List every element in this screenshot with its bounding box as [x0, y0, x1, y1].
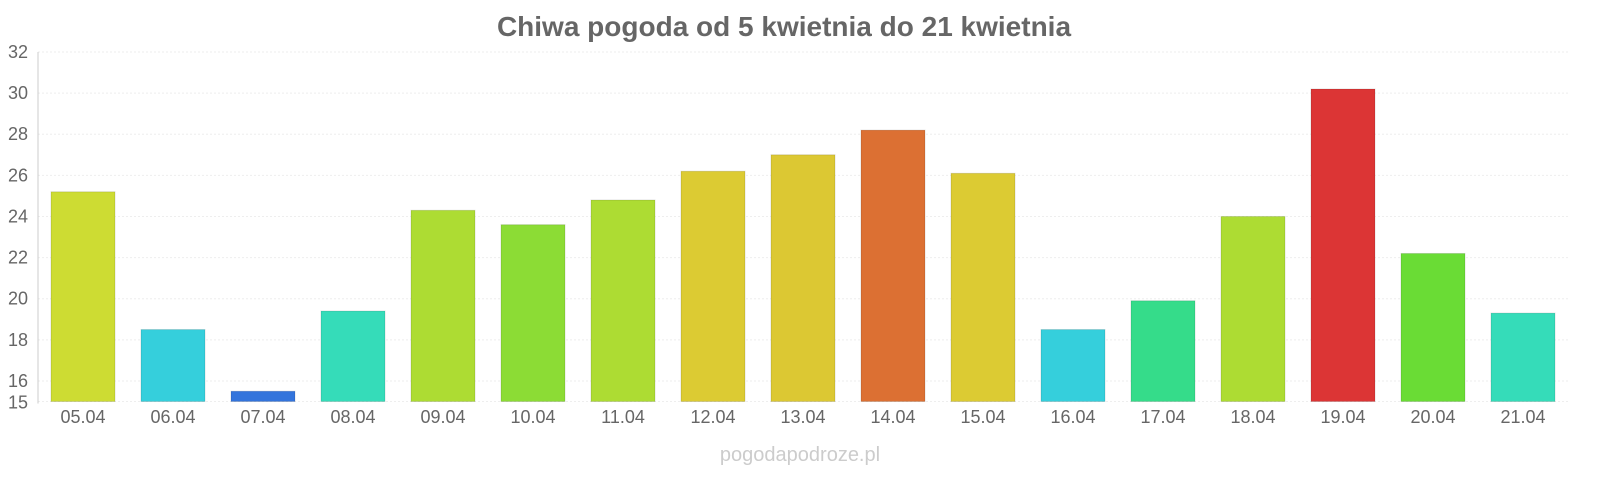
bar-15.04: [950, 172, 1016, 402]
y-tick-label: 20: [8, 289, 28, 309]
bar-13.04: [770, 154, 836, 402]
bar-17.04: [1130, 300, 1196, 403]
x-tick-label: 14.04: [870, 407, 915, 427]
x-tick-label: 20.04: [1410, 407, 1455, 427]
bar-19.04: [1310, 88, 1376, 402]
y-tick-label: 16: [8, 371, 28, 391]
bar-05.04: [50, 191, 116, 402]
x-tick-label: 17.04: [1140, 407, 1185, 427]
bar-11.04: [590, 199, 656, 402]
x-tick-label: 12.04: [690, 407, 735, 427]
bar-16.04: [1040, 329, 1106, 403]
footer-watermark: pogodapodroze.pl: [720, 444, 880, 466]
x-tick-label: 18.04: [1230, 407, 1275, 427]
bar-10.04: [500, 224, 566, 402]
x-tick-label: 08.04: [330, 407, 375, 427]
x-tick-label: 19.04: [1320, 407, 1365, 427]
bar-09.04: [410, 209, 476, 402]
bar-18.04: [1220, 215, 1286, 402]
y-tick-label: 24: [8, 206, 28, 226]
bar-20.04: [1400, 252, 1466, 402]
y-tick-label: 28: [8, 124, 28, 144]
x-tick-label: 11.04: [601, 407, 645, 427]
x-tick-label: 10.04: [510, 407, 555, 427]
bar-14.04: [860, 129, 926, 402]
bar-08.04: [320, 310, 386, 402]
x-tick-label: 06.04: [150, 407, 195, 427]
y-tick-label: 30: [8, 83, 28, 103]
x-tick-label: 09.04: [420, 407, 465, 427]
y-tick-label: 15: [8, 393, 28, 413]
x-tick-label: 07.04: [240, 407, 285, 427]
bar-12.04: [680, 170, 746, 402]
chart-title: Chiwa pogoda od 5 kwietnia do 21 kwietni…: [497, 11, 1072, 42]
x-tick-label: 15.04: [960, 407, 1005, 427]
x-tick-label: 21.04: [1500, 407, 1545, 427]
x-tick-label: 13.04: [780, 407, 825, 427]
x-tick-label: 05.04: [60, 407, 105, 427]
bar-07.04: [230, 390, 296, 402]
x-tick-label: 16.04: [1050, 407, 1095, 427]
y-tick-label: 32: [8, 42, 28, 62]
bar-06.04: [140, 329, 206, 403]
y-tick-label: 26: [8, 165, 28, 185]
bar-21.04: [1490, 312, 1556, 402]
y-tick-label: 18: [8, 330, 28, 350]
y-tick-label: 22: [8, 248, 28, 268]
